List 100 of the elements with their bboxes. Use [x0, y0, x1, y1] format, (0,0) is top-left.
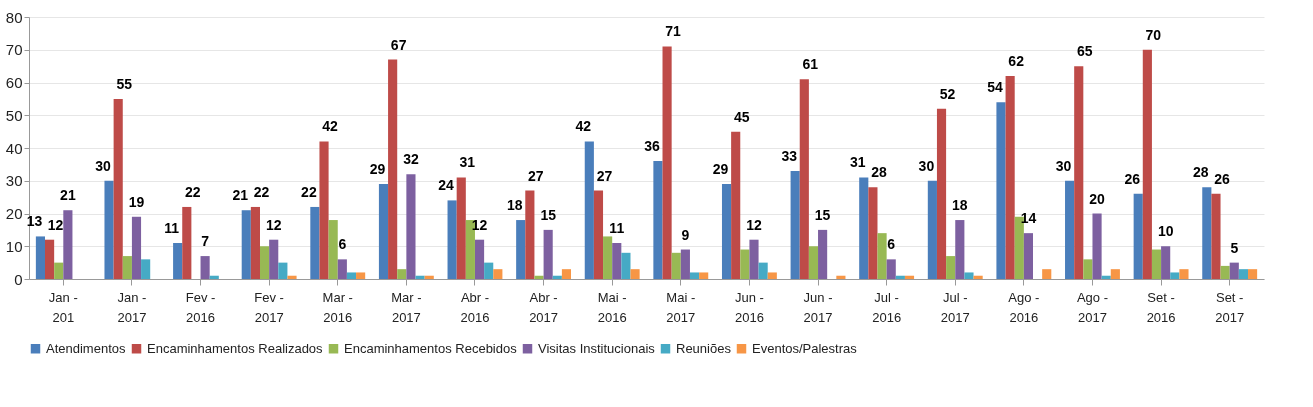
- bar: [973, 275, 983, 279]
- data-label: 9: [681, 226, 690, 243]
- bar: [1065, 180, 1075, 279]
- bar: [516, 220, 526, 279]
- x-tick-label: Fev - 2016: [185, 289, 216, 325]
- bar: [740, 249, 750, 279]
- x-tick-label: Set - 2016: [1146, 289, 1176, 325]
- data-label: 29: [712, 161, 729, 178]
- data-label: 28: [871, 164, 887, 181]
- x-tick-label: Jun - 2017: [803, 289, 833, 325]
- bar: [484, 262, 494, 279]
- data-label: 31: [849, 154, 866, 171]
- bar: [877, 233, 887, 279]
- bar: [287, 275, 297, 279]
- bar: [337, 259, 347, 279]
- bar: [653, 161, 663, 279]
- y-tick-label: 70: [5, 41, 23, 59]
- bar: [1238, 269, 1248, 279]
- data-label: 27: [596, 167, 613, 184]
- bar: [45, 239, 55, 279]
- bar: [269, 239, 279, 279]
- y-tick-label: 60: [5, 74, 23, 91]
- x-tick-label: Jul - 2017: [940, 289, 970, 325]
- data-label: 18: [506, 197, 523, 214]
- y-tick-label: 50: [5, 106, 23, 124]
- data-label: 67: [390, 36, 407, 53]
- bar: [1142, 49, 1152, 279]
- data-label: 12: [47, 216, 64, 233]
- data-label: 24: [438, 177, 455, 194]
- x-tick-label: Ago - 2017: [1076, 289, 1109, 325]
- bar: [1005, 75, 1015, 279]
- data-label: 7: [201, 233, 210, 250]
- bar: [209, 275, 219, 279]
- data-label: 26: [1124, 170, 1141, 187]
- data-label: 11: [164, 219, 180, 236]
- bar: [543, 229, 553, 279]
- y-tick-label: 0: [14, 270, 23, 288]
- bar: [671, 252, 681, 279]
- bar: [456, 177, 466, 279]
- bar: [356, 272, 366, 279]
- data-label: 71: [665, 23, 682, 40]
- y-tick-label: 40: [5, 139, 23, 157]
- bar: [1110, 269, 1120, 279]
- data-label: 42: [322, 118, 339, 135]
- bar: [689, 272, 700, 279]
- data-label: 22: [253, 183, 270, 200]
- data-label: 18: [952, 197, 968, 214]
- x-tick-label: Mai - 2016: [597, 289, 627, 325]
- bar: [1220, 265, 1230, 279]
- legend-label: Encaminhamentos Realizados: [147, 340, 324, 356]
- bar: [319, 141, 329, 279]
- data-label: 21: [60, 187, 76, 204]
- bar: [603, 236, 613, 279]
- bar: [818, 229, 828, 279]
- y-tick-label: 20: [5, 205, 23, 222]
- data-label: 19: [128, 193, 145, 210]
- data-label: 20: [1089, 190, 1106, 207]
- data-label: 28: [1193, 164, 1209, 181]
- data-label: 5: [1230, 239, 1239, 256]
- bar: [310, 206, 320, 279]
- bar: [1247, 269, 1258, 279]
- bar: [767, 272, 777, 279]
- data-label: 22: [301, 183, 317, 200]
- bar: [424, 275, 434, 279]
- bar: [131, 216, 142, 279]
- bar: [328, 220, 338, 279]
- data-label: 30: [918, 157, 935, 174]
- bar: [721, 184, 732, 279]
- x-tick-label: Mar - 2016: [322, 289, 353, 325]
- y-tick-label: 30: [5, 172, 23, 190]
- bar: [182, 206, 192, 279]
- bar: [1151, 249, 1162, 279]
- data-label: 22: [185, 183, 201, 200]
- bar: [946, 256, 956, 279]
- data-label: 12: [265, 216, 282, 233]
- data-label: 6: [887, 236, 896, 253]
- data-label: 30: [1055, 157, 1072, 174]
- bar: [493, 269, 503, 279]
- bar: [415, 275, 425, 279]
- bar: [525, 190, 535, 279]
- data-label: 15: [814, 206, 831, 223]
- bar: [241, 210, 251, 279]
- x-tick-label: Jan - 2017: [117, 289, 147, 325]
- legend-label: Visitas Institucionais: [538, 340, 656, 356]
- bar: [474, 239, 485, 279]
- bar: [278, 262, 288, 279]
- data-label: 11: [609, 219, 625, 236]
- x-tick-label: Abr - 2017: [529, 289, 559, 325]
- data-label: 29: [369, 161, 386, 178]
- bar: [54, 262, 64, 279]
- bar: [859, 177, 869, 279]
- bar: [173, 242, 183, 279]
- bar: [552, 275, 562, 279]
- data-label: 55: [116, 75, 133, 92]
- data-label: 70: [1145, 26, 1162, 43]
- data-label: 13: [26, 213, 43, 230]
- bar: [1042, 269, 1052, 279]
- bar: [1202, 187, 1212, 279]
- data-label: 52: [939, 85, 956, 102]
- data-label: 61: [802, 56, 819, 73]
